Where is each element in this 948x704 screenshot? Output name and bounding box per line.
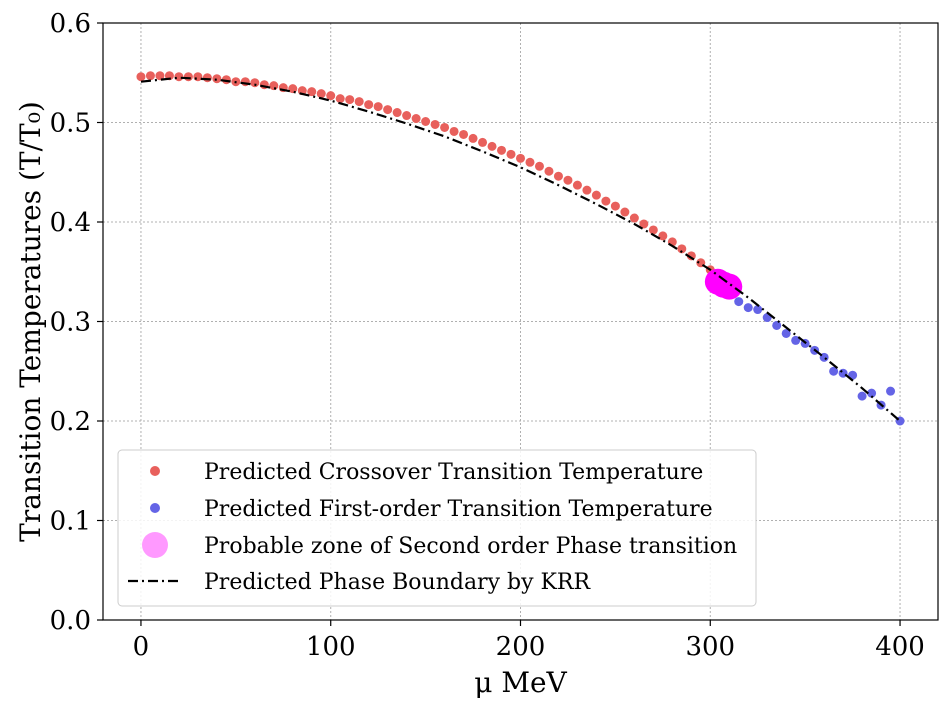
y-tick-label: 0.6 xyxy=(50,9,91,39)
legend-marker xyxy=(142,532,168,558)
data-point xyxy=(772,320,782,330)
data-point xyxy=(468,133,478,143)
data-point xyxy=(487,141,497,151)
data-point xyxy=(516,153,525,163)
data-point xyxy=(145,71,155,81)
y-axis-label: Transition Temperatures (T/T₀) xyxy=(14,101,47,542)
data-point xyxy=(677,244,687,254)
legend-marker xyxy=(150,503,160,513)
data-point xyxy=(658,231,668,241)
data-point xyxy=(525,157,535,167)
data-point xyxy=(440,122,450,132)
data-point xyxy=(610,201,620,211)
data-point xyxy=(553,171,563,181)
boundary-line xyxy=(140,76,901,422)
legend-box xyxy=(117,449,757,607)
x-tick-label: 400 xyxy=(875,632,925,662)
data-point xyxy=(421,117,431,127)
x-tick-label: 200 xyxy=(496,632,546,662)
data-point xyxy=(867,388,877,398)
data-point xyxy=(591,190,601,200)
data-point xyxy=(563,175,573,185)
data-point xyxy=(354,97,364,107)
y-tick-label: 0.5 xyxy=(50,109,91,139)
legend-label: Predicted First-order Transition Tempera… xyxy=(204,497,713,522)
data-point xyxy=(497,145,507,155)
data-point xyxy=(383,105,393,115)
data-point xyxy=(449,126,459,136)
data-point xyxy=(402,111,412,121)
data-point xyxy=(829,366,839,376)
data-point xyxy=(648,225,658,235)
legend: Predicted Crossover Transition Temperatu… xyxy=(117,449,757,607)
y-tick-label: 0.2 xyxy=(50,407,91,437)
data-point xyxy=(373,102,383,112)
data-point xyxy=(155,71,165,81)
y-tick-label: 0.4 xyxy=(50,208,91,238)
data-point xyxy=(183,72,193,82)
data-point xyxy=(345,95,355,105)
data-point xyxy=(136,72,146,82)
data-point xyxy=(639,219,649,229)
data-point xyxy=(250,78,260,88)
x-tick-label: 300 xyxy=(685,632,735,662)
data-point xyxy=(753,305,763,315)
data-point xyxy=(886,386,896,396)
data-point xyxy=(335,94,345,104)
plot-area xyxy=(136,71,905,426)
data-point xyxy=(269,81,279,91)
x-tick-label: 0 xyxy=(133,632,150,662)
data-point xyxy=(316,89,326,99)
x-axis-label: μ MeV xyxy=(474,666,567,699)
data-point xyxy=(478,137,488,147)
axis-ticks: 0 100 200 300 400 0.0 0.1 0.2 0.3 0.4 0.5 0.6 xyxy=(50,9,925,662)
data-point xyxy=(572,180,582,190)
data-point xyxy=(534,161,544,171)
legend-marker xyxy=(150,466,160,476)
data-point xyxy=(544,166,554,176)
data-point xyxy=(430,119,440,129)
data-point xyxy=(582,185,592,195)
data-point xyxy=(392,108,402,118)
data-point xyxy=(174,72,184,82)
data-point xyxy=(857,391,867,401)
data-point xyxy=(791,335,801,345)
y-tick-label: 0.0 xyxy=(50,606,91,636)
data-point xyxy=(601,196,611,206)
data-point xyxy=(506,149,516,159)
legend-label: Probable zone of Second order Phase tran… xyxy=(204,534,737,559)
data-point xyxy=(411,114,421,124)
data-point xyxy=(326,91,336,101)
x-tick-label: 100 xyxy=(306,632,356,662)
data-point xyxy=(734,297,744,307)
y-tick-label: 0.3 xyxy=(50,308,91,338)
data-point xyxy=(459,129,469,139)
legend-label: Predicted Crossover Transition Temperatu… xyxy=(204,460,703,485)
data-point xyxy=(743,303,753,313)
data-point xyxy=(620,207,630,217)
data-point xyxy=(307,87,317,97)
y-tick-label: 0.1 xyxy=(50,507,91,537)
data-point xyxy=(781,328,791,338)
legend-label: Predicted Phase Boundary by KRR xyxy=(204,570,591,595)
data-point xyxy=(212,74,222,84)
data-point xyxy=(364,100,374,110)
data-point xyxy=(629,213,639,223)
data-point xyxy=(202,73,212,83)
data-point xyxy=(288,84,298,94)
